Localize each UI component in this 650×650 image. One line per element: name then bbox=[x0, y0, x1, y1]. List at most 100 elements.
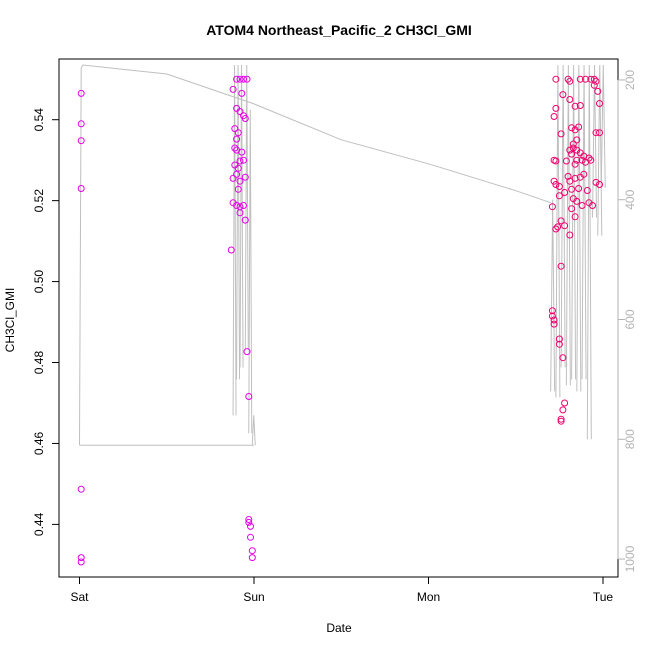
pressure-spike bbox=[555, 64, 561, 398]
data-point bbox=[596, 129, 603, 137]
chart-title: ATOM4 Northeast_Pacific_2 CH3Cl_GMI bbox=[206, 22, 472, 38]
data-point bbox=[236, 209, 244, 217]
data-point bbox=[248, 547, 256, 555]
y-tick-label: 0.54 bbox=[32, 108, 46, 132]
data-point bbox=[77, 485, 85, 493]
pressure-spike bbox=[248, 109, 253, 434]
y-axis: 0.44 0.46 0.48 0.50 0.52 0.54 bbox=[32, 108, 60, 536]
x-tick-label: Sun bbox=[243, 590, 264, 604]
data-point bbox=[548, 312, 556, 320]
pressure-spike bbox=[581, 64, 587, 380]
pressure-spike bbox=[251, 415, 256, 446]
pressure-spike bbox=[232, 64, 237, 416]
data-point bbox=[566, 146, 574, 154]
data-point bbox=[233, 170, 241, 178]
gray-line-layer bbox=[79, 64, 606, 446]
data-point bbox=[229, 85, 237, 93]
data-point bbox=[578, 202, 586, 209]
points-layer bbox=[77, 75, 603, 566]
data-point bbox=[243, 348, 251, 356]
data-point bbox=[590, 81, 598, 89]
data-point bbox=[585, 154, 593, 162]
x-tick-label: Sat bbox=[70, 590, 89, 604]
data-point bbox=[566, 231, 574, 239]
data-point bbox=[548, 203, 556, 211]
x-tick-label: Mon bbox=[417, 590, 440, 604]
right-y-tick-label: 600 bbox=[623, 309, 637, 329]
data-point bbox=[564, 172, 572, 180]
data-point bbox=[77, 185, 85, 192]
data-point bbox=[77, 137, 85, 145]
data-point bbox=[550, 316, 558, 324]
data-point bbox=[236, 157, 244, 165]
data-point bbox=[568, 205, 576, 213]
data-point bbox=[241, 216, 249, 224]
data-point bbox=[561, 189, 569, 196]
pressure-spike bbox=[571, 64, 577, 380]
data-point bbox=[247, 522, 254, 530]
data-point bbox=[77, 558, 85, 566]
data-point bbox=[561, 222, 569, 230]
y-tick-label: 0.48 bbox=[32, 351, 46, 375]
data-point bbox=[566, 177, 574, 185]
y-axis-right: 200 400 600 800 1000 bbox=[617, 70, 637, 572]
data-point bbox=[583, 187, 591, 194]
data-point bbox=[557, 130, 565, 138]
data-point bbox=[575, 123, 583, 131]
data-point bbox=[77, 120, 85, 128]
data-point bbox=[552, 181, 560, 188]
data-point bbox=[552, 104, 560, 112]
data-point bbox=[233, 135, 241, 143]
data-point bbox=[571, 174, 579, 182]
data-point bbox=[571, 160, 579, 168]
data-point bbox=[568, 150, 576, 158]
data-point bbox=[576, 75, 584, 83]
pressure-spike bbox=[600, 64, 606, 188]
right-y-tick-label: 800 bbox=[623, 429, 637, 449]
data-point bbox=[234, 185, 242, 193]
data-point bbox=[573, 197, 581, 205]
data-point bbox=[596, 100, 603, 107]
data-point bbox=[566, 96, 574, 103]
y-tick-label: 0.52 bbox=[32, 189, 46, 213]
data-point bbox=[589, 202, 596, 209]
data-point bbox=[552, 75, 560, 83]
data-point bbox=[236, 75, 244, 83]
data-point bbox=[231, 144, 239, 152]
data-point bbox=[592, 77, 600, 85]
plot-frame bbox=[58, 58, 619, 578]
data-point bbox=[229, 174, 237, 182]
data-point bbox=[552, 157, 560, 165]
data-point bbox=[248, 554, 256, 562]
data-point bbox=[557, 217, 565, 225]
x-axis: Sat Sun Mon Tue bbox=[70, 576, 613, 604]
data-point bbox=[245, 518, 253, 526]
pressure-spike bbox=[586, 64, 592, 440]
data-point bbox=[569, 140, 577, 148]
pressure-spike bbox=[565, 64, 571, 386]
data-point bbox=[555, 183, 563, 190]
y-tick-label: 0.50 bbox=[32, 270, 46, 294]
pressure-spike bbox=[244, 64, 249, 350]
data-point bbox=[573, 156, 581, 164]
data-point bbox=[236, 177, 244, 185]
data-point bbox=[569, 144, 577, 152]
data-point bbox=[561, 399, 569, 407]
data-point bbox=[592, 178, 600, 186]
data-point bbox=[236, 108, 244, 116]
data-point bbox=[77, 89, 85, 97]
data-point bbox=[245, 516, 253, 523]
pressure-spike bbox=[576, 64, 582, 392]
data-point bbox=[575, 185, 583, 192]
y-tick-label: 0.44 bbox=[32, 512, 46, 536]
data-point bbox=[241, 173, 249, 181]
data-point bbox=[238, 89, 246, 97]
data-point bbox=[555, 192, 563, 200]
pressure-spike bbox=[236, 64, 241, 380]
y-axis-label: CH3Cl_GMI bbox=[3, 288, 17, 353]
data-point bbox=[240, 75, 247, 83]
data-point bbox=[77, 554, 85, 562]
data-point bbox=[550, 177, 558, 185]
right-y-tick-label: 400 bbox=[623, 189, 637, 209]
right-y-tick-label: 1000 bbox=[623, 545, 637, 572]
